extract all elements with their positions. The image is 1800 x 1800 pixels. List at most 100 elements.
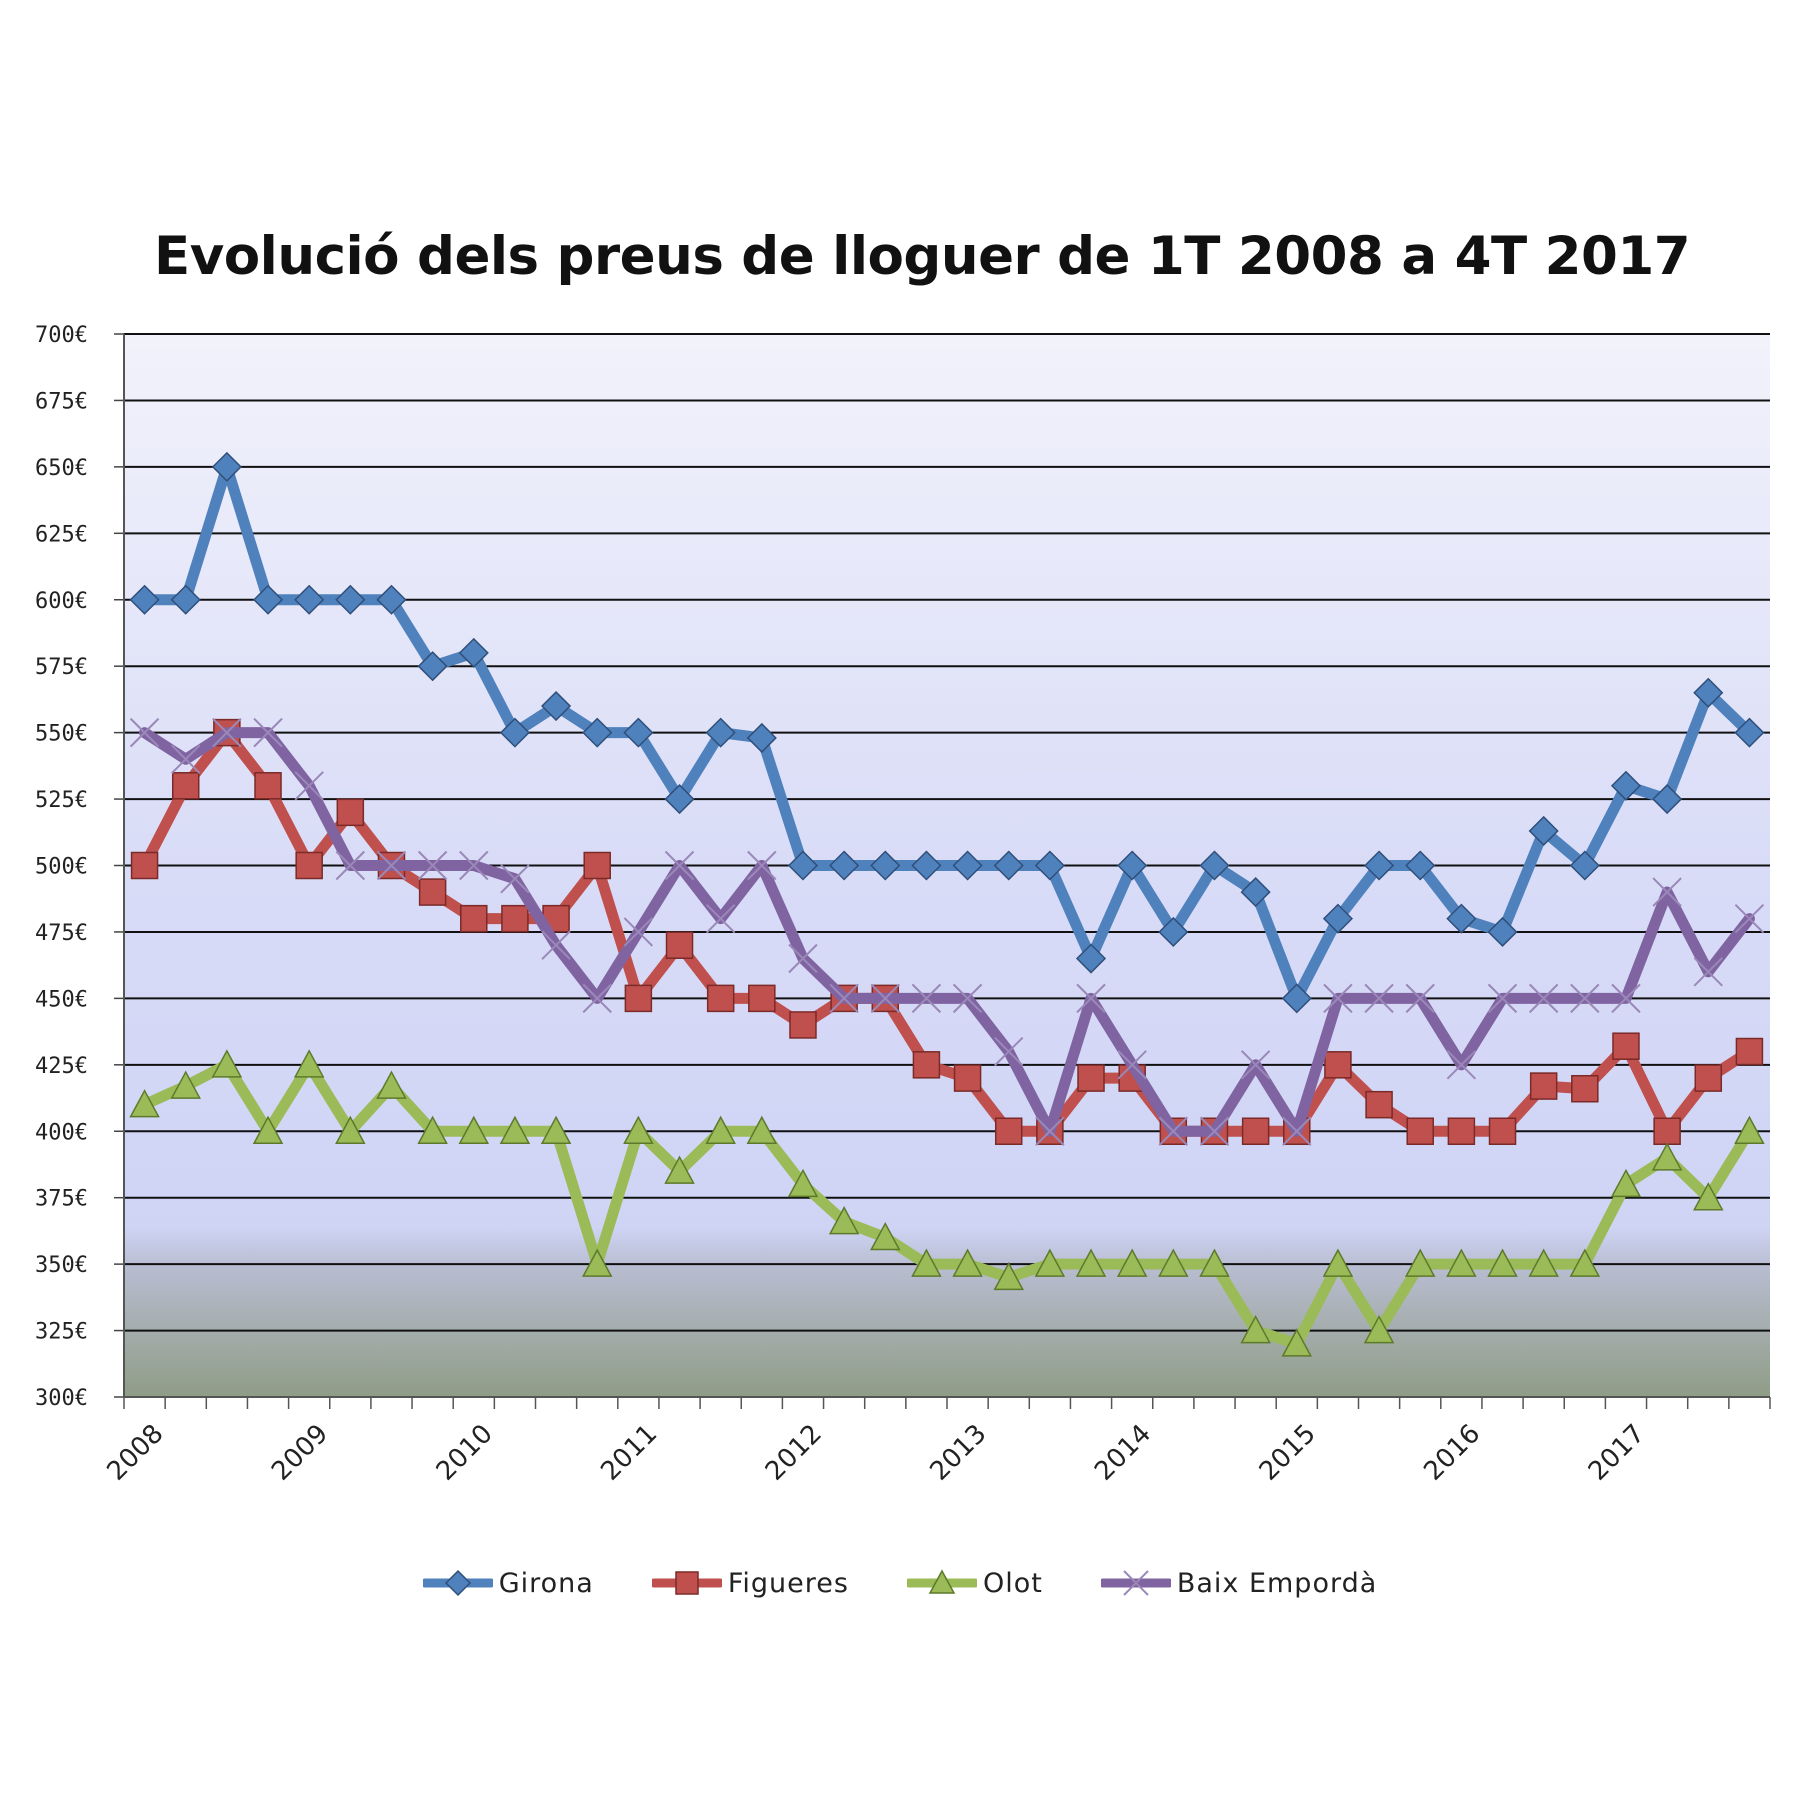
- y-tick-label: 600€: [35, 589, 88, 614]
- data-point: [541, 930, 571, 960]
- y-tick-label: 550€: [35, 722, 88, 747]
- data-point: [170, 1070, 201, 1099]
- data-point: [335, 1115, 366, 1144]
- data-point: [1610, 770, 1642, 801]
- data-point: [664, 850, 695, 881]
- data-point: [664, 784, 695, 815]
- data-point: [540, 1115, 572, 1144]
- series-line: [139, 461, 1755, 1004]
- data-point: [993, 850, 1024, 881]
- data-point: [129, 1089, 160, 1118]
- data-point: [129, 717, 160, 748]
- data-point: [1158, 1248, 1189, 1277]
- data-point: [252, 1115, 284, 1144]
- data-point: [1364, 850, 1395, 881]
- data-point: [1447, 1117, 1476, 1145]
- data-point: [252, 584, 284, 615]
- data-point: [459, 850, 489, 881]
- data-point: [1076, 983, 1106, 1014]
- y-tick-label: 350€: [35, 1253, 88, 1278]
- data-point: [829, 850, 860, 881]
- data-point: [1446, 1050, 1477, 1080]
- data-point: [417, 1115, 448, 1144]
- legend-item: Olot: [906, 1566, 1043, 1600]
- data-point: [705, 717, 736, 748]
- data-point: [624, 984, 653, 1013]
- data-point: [1734, 1115, 1765, 1144]
- data-point: [499, 717, 530, 748]
- legend-item: Figueres: [651, 1566, 849, 1600]
- y-tick-label: 525€: [35, 788, 88, 813]
- data-point: [1652, 784, 1683, 815]
- data-point: [583, 851, 611, 880]
- data-point: [1117, 850, 1148, 881]
- data-point: [1405, 983, 1435, 1014]
- data-point: [705, 1115, 736, 1144]
- data-point: [665, 931, 694, 959]
- data-point: [1611, 983, 1641, 1014]
- data-point: [705, 903, 736, 934]
- series-line: [139, 727, 1755, 1137]
- x-tick-label: 2013: [925, 1419, 993, 1487]
- y-tick-label: 625€: [35, 522, 88, 547]
- data-point: [1322, 1248, 1354, 1277]
- data-point: [212, 717, 242, 748]
- x-tick-label: 2014: [1089, 1419, 1157, 1487]
- legend-label: Olot: [982, 1567, 1043, 1599]
- data-point: [952, 983, 983, 1014]
- y-tick-label: 300€: [35, 1386, 88, 1411]
- legend-swatch: [906, 1569, 977, 1594]
- legend-label: Figueres: [727, 1567, 849, 1599]
- data-point: [870, 983, 900, 1014]
- x-axis-labels: 2008 2009 2010 2011 2012 2013 2014 2015 2016 2017: [102, 1419, 1651, 1487]
- series-olot: [129, 1049, 1765, 1357]
- data-point: [170, 584, 201, 615]
- data-point: [418, 878, 447, 906]
- data-point: [1075, 1248, 1107, 1277]
- data-point: [417, 850, 448, 881]
- legend-item: Baix Empordà: [1100, 1566, 1377, 1600]
- y-tick-label: 425€: [35, 1054, 88, 1079]
- series-line: [139, 727, 1755, 1137]
- x-tick-label: 2009: [266, 1419, 334, 1487]
- data-point: [1610, 1168, 1642, 1198]
- data-point: [1734, 903, 1765, 934]
- legend-item: Girona: [422, 1566, 594, 1600]
- data-point: [1322, 903, 1353, 934]
- data-point: [1034, 850, 1065, 881]
- data-point: [1323, 983, 1353, 1014]
- data-point: [706, 984, 735, 1013]
- y-tick-label: 700€: [35, 323, 88, 348]
- data-point: [623, 717, 654, 748]
- data-point: [1199, 1116, 1230, 1146]
- data-point: [664, 1155, 695, 1184]
- data-point: [581, 1248, 613, 1277]
- data-point: [1651, 1142, 1683, 1171]
- data-point: [1241, 1117, 1270, 1145]
- data-point: [1734, 717, 1765, 748]
- data-point: [911, 1248, 942, 1277]
- data-point: [993, 1261, 1024, 1291]
- data-point: [1528, 815, 1559, 847]
- data-point: [417, 651, 448, 682]
- data-point: [1158, 916, 1189, 947]
- data-point: [747, 850, 777, 881]
- data-point: [129, 584, 160, 615]
- data-point: [788, 943, 818, 974]
- data-point: [458, 1115, 490, 1144]
- x-tick-label: 2017: [1583, 1419, 1651, 1487]
- data-point: [1488, 1117, 1517, 1145]
- data-point: [1652, 877, 1682, 907]
- data-point: [294, 771, 324, 801]
- data-point: [294, 584, 325, 615]
- data-point: [746, 722, 777, 754]
- y-tick-label: 475€: [35, 921, 88, 946]
- data-point: [1324, 1051, 1352, 1079]
- legend-swatch: [422, 1569, 493, 1597]
- series-layer: [129, 451, 1765, 1357]
- data-point: [1487, 983, 1518, 1014]
- data-point: [1240, 1050, 1271, 1080]
- data-point: [460, 904, 488, 933]
- data-point: [870, 850, 901, 881]
